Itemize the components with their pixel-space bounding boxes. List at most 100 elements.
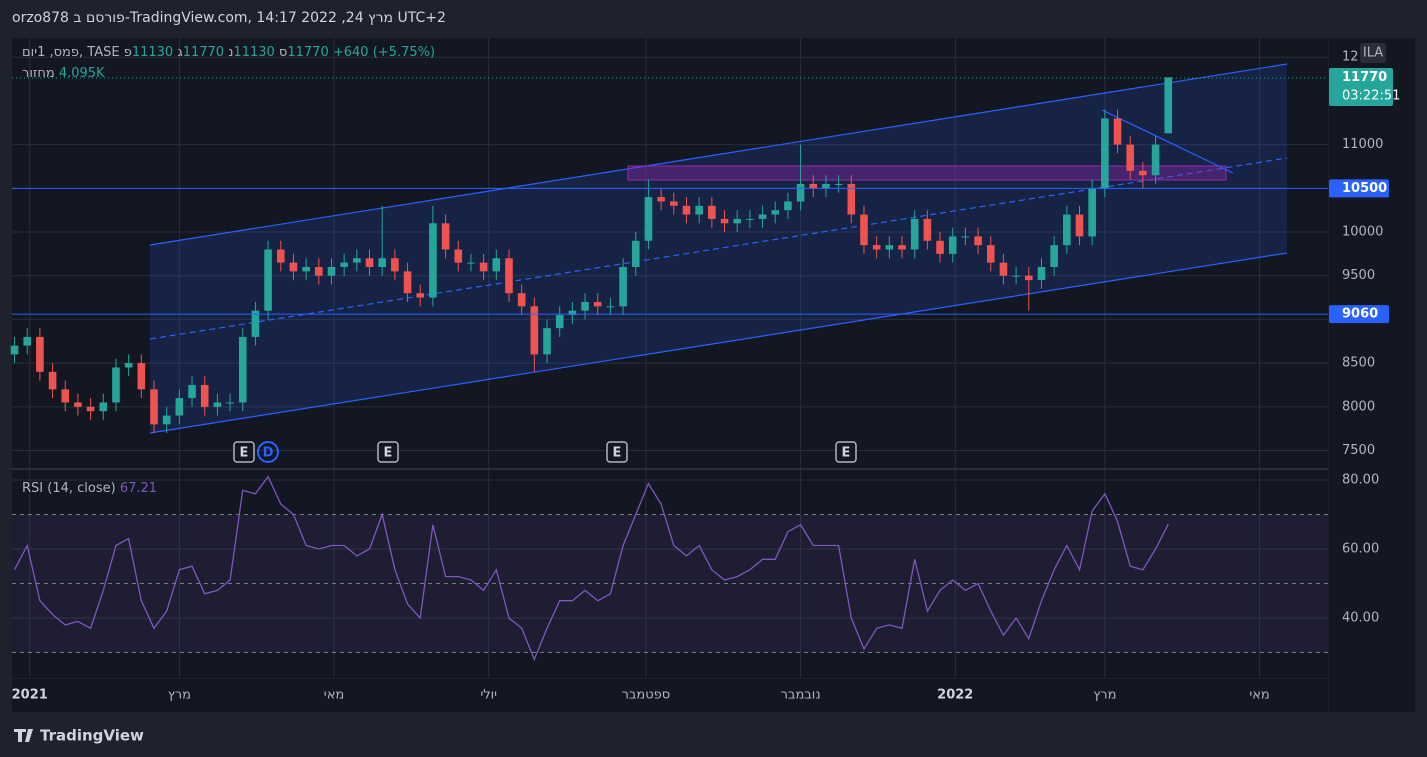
candle-body <box>403 271 412 294</box>
x-tick-label: מאי <box>324 688 344 703</box>
candle-body <box>289 262 298 272</box>
trendline <box>1101 109 1234 174</box>
candle-body <box>910 218 919 250</box>
candle-body <box>36 336 44 372</box>
candle-body <box>1088 188 1096 237</box>
candle-body <box>264 249 272 311</box>
channel-mid <box>149 157 1288 340</box>
ohlc-value: 11770 <box>287 45 329 60</box>
y-tick-label: 7500 <box>1342 443 1375 458</box>
candle-body <box>162 415 171 425</box>
ohlc-key: ג <box>177 45 183 60</box>
candle-body <box>86 406 95 412</box>
candle-body <box>23 336 32 346</box>
hline-label: 9060 <box>1342 307 1378 322</box>
x-tick-label: מרץ <box>168 688 191 703</box>
candle-body <box>429 223 437 298</box>
volume: 4.095K <box>58 66 105 81</box>
event-marker <box>257 441 279 463</box>
candle-body <box>137 363 146 390</box>
candle-body <box>315 266 323 276</box>
event-label: D <box>263 446 274 461</box>
candle-body <box>809 183 818 189</box>
candle-body <box>720 218 729 224</box>
candle-body <box>948 236 957 254</box>
candle-body <box>238 336 247 403</box>
hline-badge <box>1329 179 1389 198</box>
candle-body <box>898 245 906 250</box>
candle-body <box>784 201 792 211</box>
candle-body <box>1151 144 1160 176</box>
rsi-legend: RSI (14, close) 67.21 <box>22 481 157 496</box>
y-tick-label: 60.00 <box>1342 541 1379 556</box>
candle-body <box>175 398 184 416</box>
ohlc-item: ס11770 <box>279 45 329 60</box>
candle-body <box>391 258 399 272</box>
candle-body <box>581 301 589 311</box>
page-title: orzo878 פורסם ב-TradingView.com, מרץ 24,… <box>12 10 446 26</box>
candle-body <box>986 245 995 263</box>
y-tick-label: 12 <box>1342 50 1359 65</box>
currency-badge <box>1360 43 1386 63</box>
logo <box>14 729 33 742</box>
candle-body <box>1012 275 1020 277</box>
candle-body <box>74 402 82 407</box>
ohlc-value: 11130 <box>131 45 174 60</box>
event-label: E <box>240 446 249 461</box>
ohlc-value: 11770 <box>182 45 225 60</box>
candle-body <box>682 205 691 215</box>
last-badge <box>1329 68 1393 106</box>
candle-body <box>200 384 209 407</box>
candle-body <box>1126 144 1135 171</box>
candle-body <box>568 310 577 316</box>
candle-body <box>213 402 222 407</box>
price-axis <box>1329 38 1415 712</box>
y-tick-label: 8000 <box>1342 399 1375 414</box>
brand: TradingView <box>40 727 144 745</box>
ohlc-item: ג11770 <box>177 45 224 60</box>
y-tick-label: 8500 <box>1342 356 1375 371</box>
candle-body <box>593 301 602 307</box>
candle-body <box>505 258 513 294</box>
candle-body <box>530 306 539 355</box>
countdown: 03:22:51 <box>1342 89 1400 104</box>
candle-body <box>479 262 488 272</box>
volume-label: מחזור <box>22 66 55 81</box>
candle-body <box>606 306 615 308</box>
candle-body <box>860 214 868 246</box>
x-tick-label: 2022 <box>937 688 973 703</box>
candle-body <box>555 315 564 329</box>
legend: פמס, 1יום, TASE פ11130 ג11770 נ11130 ס11… <box>22 45 435 60</box>
event-marker <box>233 441 255 463</box>
candle-body <box>746 218 754 220</box>
candle-body <box>150 389 158 425</box>
candle-body <box>226 402 234 404</box>
ohlc-value: 11130 <box>233 45 275 60</box>
candle-body <box>99 402 108 412</box>
ohlc-key: נ <box>228 45 234 60</box>
candle-body <box>872 245 881 250</box>
channel-upper <box>149 63 1288 246</box>
ohlc-item: פ11130 <box>124 45 173 60</box>
candle-body <box>188 384 196 399</box>
candle-body <box>543 328 551 355</box>
x-tick-label: מרץ <box>1093 688 1116 703</box>
y-tick-label: 40.00 <box>1342 610 1379 625</box>
candle-body <box>517 293 526 307</box>
candle-body <box>657 197 665 202</box>
candle-body <box>822 183 830 189</box>
candle-body <box>10 345 19 355</box>
candle-body <box>644 197 653 241</box>
candle-body <box>733 218 741 224</box>
candle-body <box>124 363 133 368</box>
candle-body <box>353 258 361 263</box>
candle-body <box>1050 245 1058 267</box>
candle-body <box>758 214 767 219</box>
candle-body <box>936 240 944 254</box>
price-pane <box>12 38 1328 468</box>
candle-body <box>834 183 843 185</box>
ohlc-key: ס <box>278 45 288 60</box>
x-tick-label: נובמבר <box>781 688 821 703</box>
x-tick-label: מאי <box>1249 688 1269 703</box>
